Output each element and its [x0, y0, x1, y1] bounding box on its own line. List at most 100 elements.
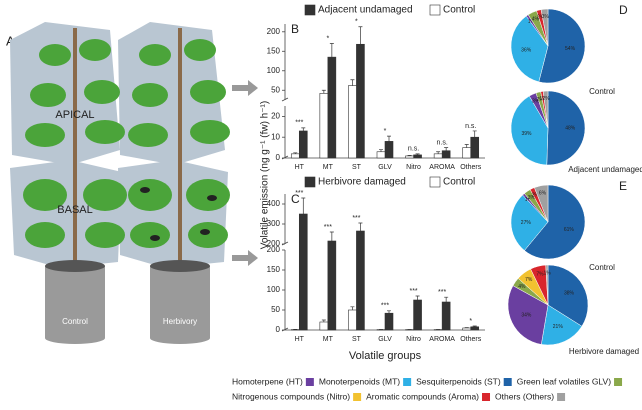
significance-label: n.s. [408, 146, 419, 153]
pot-rim [150, 260, 210, 272]
x-tick-label: ST [352, 336, 362, 343]
legend-label: Monoterpenoids (MT) [319, 376, 400, 386]
pie-slice [542, 90, 549, 129]
x-tick-label: MT [323, 164, 334, 171]
y-tick-label: 0 [276, 325, 281, 334]
x-tick-label: Others [460, 164, 482, 171]
bar [298, 213, 308, 331]
significance-label: *** [381, 303, 389, 310]
pie-slice [510, 95, 549, 166]
legend-label: Others (Others) [495, 391, 554, 401]
leaves [23, 39, 230, 248]
x-tick-label: HT [295, 336, 305, 343]
y-tick-label: 400 [267, 199, 281, 208]
pie-slice [547, 264, 589, 327]
pie-title: Herbivore damaged [569, 347, 639, 356]
error-bar [329, 43, 334, 58]
slice-label: 3% [528, 195, 536, 201]
error-bar [472, 130, 477, 138]
y-tick-label: 10 [271, 132, 280, 141]
pie-title: Control [589, 263, 615, 272]
slice-label: 2% [542, 96, 550, 102]
error-bar [472, 325, 477, 327]
x-tick-label: ST [352, 164, 362, 171]
legend-label: Control [443, 177, 475, 188]
error-bar [387, 310, 391, 314]
bar [356, 230, 365, 331]
slice-label: 2% [532, 193, 540, 199]
x-tick-label: AROMA [429, 164, 455, 171]
slice-label: 39% [521, 131, 532, 137]
y-tick-label: 150 [267, 46, 281, 55]
error-bar [387, 135, 391, 142]
slice-label: 21% [553, 324, 564, 330]
legend-label: Control [443, 5, 475, 16]
legend-swatch [503, 378, 512, 386]
axis-break [281, 155, 289, 160]
x-tick-label: GLV [378, 336, 392, 343]
slice-label: 36% [521, 47, 532, 53]
x-tick-label: GLV [378, 164, 392, 171]
panel-label: B [291, 22, 299, 36]
legend-swatch [614, 378, 623, 386]
slice-label: 2% [537, 15, 545, 21]
significance-label: *** [295, 120, 303, 127]
significance-label: * [326, 35, 329, 42]
bar [470, 136, 480, 159]
slice-label: 1% [543, 270, 551, 276]
bar [384, 312, 394, 331]
bar [327, 240, 337, 331]
bar [405, 155, 414, 159]
legend-label: Herbivore damaged [318, 177, 406, 188]
slice-label: 3% [532, 98, 540, 104]
x-tick-label: Others [460, 336, 482, 343]
pie-slice [510, 15, 549, 83]
pie-slice [510, 194, 549, 251]
significance-label: *** [352, 215, 360, 222]
error-bar [358, 222, 363, 231]
error-bar [329, 231, 334, 241]
y-tick-label: 50 [271, 305, 280, 314]
error-bar [358, 26, 363, 45]
y-tick-label: 20 [271, 112, 280, 121]
pie-slice [540, 8, 549, 47]
slice-label: 27% [521, 220, 532, 226]
x-tick-label: MT [323, 336, 334, 343]
error-bar [350, 79, 355, 86]
error-bar [293, 152, 298, 154]
bar [470, 326, 480, 331]
legend-swatch [305, 378, 314, 386]
x-tick-label: AROMA [429, 336, 455, 343]
bar [462, 147, 472, 159]
legend-label: Homoterpene (HT) [232, 376, 303, 386]
pie-slice [538, 8, 586, 84]
slice-label: 54% [565, 46, 576, 52]
region-label: BASAL [57, 204, 92, 216]
pot-label: Control [62, 317, 88, 326]
x-axis-label: Volatile groups [349, 350, 422, 362]
bar [348, 85, 357, 159]
legend-label: Aromatic compounds (Aroma) [366, 391, 479, 401]
y-tick-label: 200 [267, 239, 281, 248]
slice-label: 4% [532, 17, 540, 23]
slice-label: 2% [537, 97, 545, 103]
pie-slice [534, 184, 549, 223]
significance-label: * [355, 19, 358, 26]
slice-label: 7% [536, 271, 544, 277]
bar [319, 93, 329, 159]
pie-title: Adjacent undamaged [568, 165, 642, 174]
x-tick-label: Nitro [406, 336, 421, 343]
bar [413, 299, 422, 331]
insects [140, 187, 217, 241]
pie-slice [507, 285, 549, 345]
pie-slice [546, 90, 586, 166]
axis-break [281, 97, 289, 102]
pot-label: Herbivory [163, 317, 197, 326]
error-bar [415, 153, 420, 155]
bar [348, 309, 357, 331]
region-label: APICAL [55, 109, 94, 121]
illustration: A APICAL BASAL Control [6, 22, 258, 344]
significance-label: *** [324, 224, 332, 231]
bar [462, 327, 472, 331]
